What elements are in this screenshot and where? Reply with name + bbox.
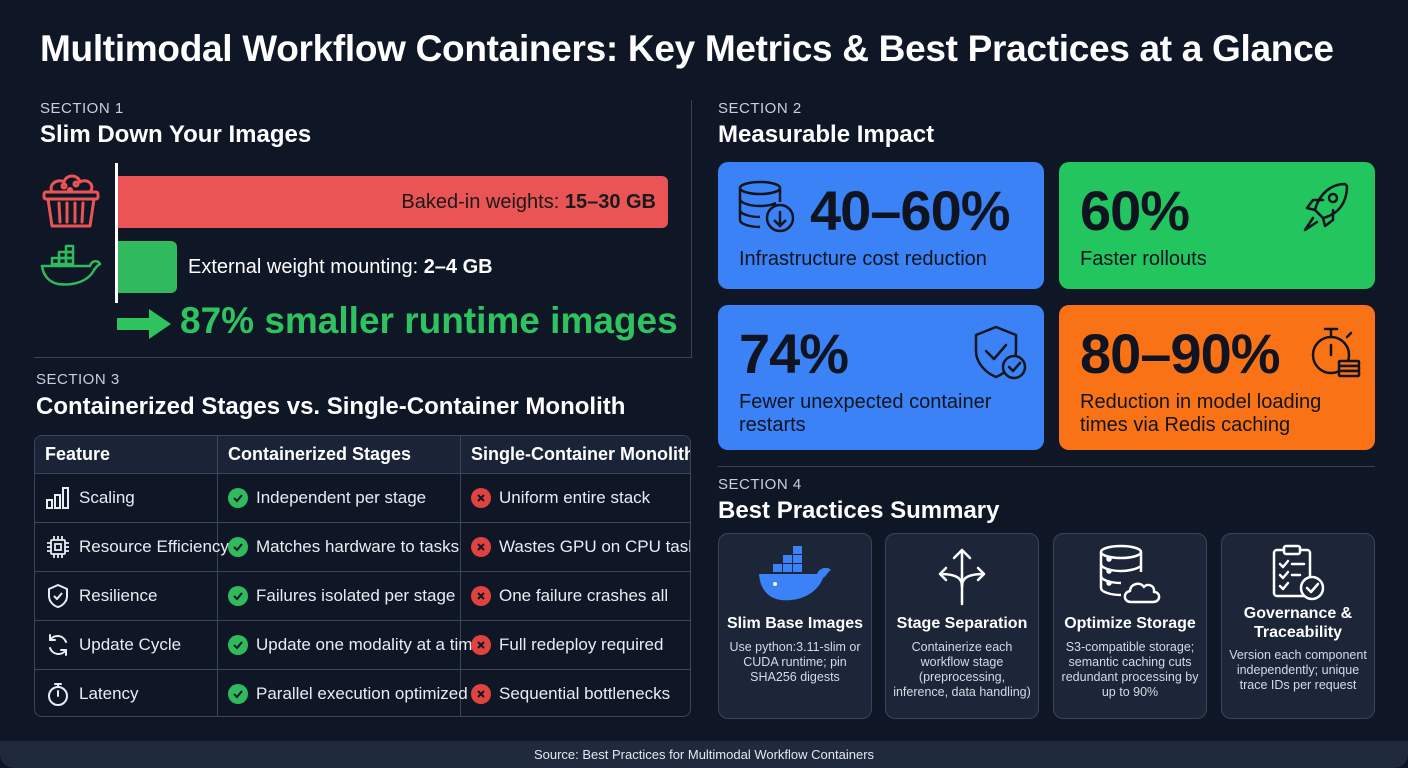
metric-value: 80–90% <box>1080 322 1281 385</box>
shield-check-icon <box>974 325 1027 380</box>
metric-desc: Infrastructure cost reduction <box>739 248 987 270</box>
stopwatch-stack-icon <box>1311 327 1361 378</box>
x-icon <box>471 684 491 704</box>
best-practice-text: Containerize each workflow stage (prepro… <box>893 640 1031 699</box>
section1-title: Slim Down Your Images <box>40 121 312 148</box>
containerized-value: Failures isolated per stage <box>256 586 456 605</box>
section4-label: SECTION 4 <box>718 476 802 493</box>
metric-desc: Faster rollouts <box>1080 248 1207 270</box>
best-practice-card: Slim Base Images Use python:3.11-slim or… <box>718 533 872 719</box>
x-icon <box>471 488 491 508</box>
monolith-value: Uniform entire stack <box>499 488 651 507</box>
monolith-value: Full redeploy required <box>499 635 664 654</box>
comparison-table: Feature Containerized Stages Single-Cont… <box>34 435 691 717</box>
metric-card-loading: 80–90% Reduction in model loading times … <box>1059 305 1375 450</box>
feature-label: Latency <box>79 684 139 703</box>
docker-whale-icon <box>759 546 831 601</box>
external-weights-text: External weight mounting: 2–4 GB <box>188 256 493 279</box>
feature-label: Resource Efficiency <box>79 537 229 556</box>
basket-icon <box>42 174 100 228</box>
metric-card-cost: 40–60% Infrastructure cost reduction <box>718 162 1044 289</box>
table-row: Resilience Failures isolated per stage O… <box>35 571 690 620</box>
table-row: Resource Efficiency Matches hardware to … <box>35 522 691 571</box>
vertical-divider <box>691 100 692 358</box>
bar-chart-icon <box>46 487 69 509</box>
stopwatch-icon <box>48 683 68 706</box>
feature-label: Scaling <box>79 488 135 507</box>
metric-value: 74% <box>739 322 849 385</box>
baked-weights-label: Baked-in weights: <box>401 190 565 213</box>
check-icon <box>228 488 248 508</box>
best-practice-text: S3-compatible storage; semantic caching … <box>1061 640 1199 699</box>
external-weights-label: External weight mounting: <box>188 256 424 278</box>
metric-card-rollouts: 60% Faster rollouts <box>1059 162 1375 289</box>
containerized-value: Independent per stage <box>256 488 427 507</box>
best-practice-card: Governance & Traceability Version each c… <box>1221 533 1375 719</box>
external-weights-value: 2–4 GB <box>423 256 493 278</box>
external-weights-bar <box>118 241 177 293</box>
table-row: Update Cycle Update one modality at a ti… <box>35 620 690 669</box>
x-icon <box>471 635 491 655</box>
metric-card-restarts: 74% Fewer unexpected container restarts <box>718 305 1044 450</box>
section1-divider <box>34 357 692 358</box>
section2-divider <box>718 466 1375 467</box>
database-download-icon <box>738 180 795 233</box>
x-icon <box>471 537 491 557</box>
section3-label: SECTION 3 <box>36 371 120 388</box>
shield-icon <box>48 584 68 608</box>
arrow-right-icon <box>117 309 171 339</box>
docker-whale-icon <box>40 244 102 286</box>
header-containerized: Containerized Stages <box>218 436 461 473</box>
metric-value: 40–60% <box>810 179 1011 242</box>
best-practice-text: Version each component independently; un… <box>1229 648 1367 692</box>
rocket-icon <box>1303 182 1349 232</box>
feature-label: Update Cycle <box>79 635 182 654</box>
baked-weights-value: 15–30 GB <box>564 190 656 213</box>
table-row: Latency Parallel execution optimized Seq… <box>35 669 690 716</box>
containerized-value: Update one modality at a time <box>256 635 482 654</box>
split-arrows-icon <box>938 548 986 606</box>
best-practice-title: Optimize Storage <box>1064 615 1196 632</box>
source-footer: Source: Best Practices for Multimodal Wo… <box>0 741 1408 768</box>
database-cloud-icon <box>1099 544 1161 604</box>
check-icon <box>228 635 248 655</box>
clipboard-check-icon <box>1272 544 1325 601</box>
chip-icon <box>47 536 69 558</box>
baked-weights-bar: Baked-in weights: 15–30 GB <box>118 176 668 228</box>
table-header-row: Feature Containerized Stages Single-Cont… <box>35 436 691 473</box>
table-row: Scaling Independent per stage Uniform en… <box>35 473 690 522</box>
feature-label: Resilience <box>79 586 158 605</box>
metric-desc: Reduction in model loading times via Red… <box>1080 391 1322 436</box>
containerized-value: Parallel execution optimized <box>256 684 468 703</box>
refresh-icon <box>49 634 67 656</box>
monolith-value: Sequential bottlenecks <box>499 684 671 703</box>
page-title: Multimodal Workflow Containers: Key Metr… <box>40 28 1334 69</box>
section3-title: Containerized Stages vs. Single-Containe… <box>36 393 626 420</box>
metric-value: 60% <box>1080 179 1190 242</box>
section1-label: SECTION 1 <box>40 100 124 117</box>
header-feature: Feature <box>35 436 218 473</box>
containerized-value: Matches hardware to tasks <box>256 537 460 556</box>
section4-title: Best Practices Summary <box>718 497 1000 524</box>
best-practice-title: Governance & Traceability <box>1243 605 1353 641</box>
best-practice-text: Use python:3.11-slim or CUDA runtime; pi… <box>729 640 861 684</box>
check-icon <box>228 537 248 557</box>
check-icon <box>228 586 248 606</box>
monolith-value: One failure crashes all <box>499 586 669 605</box>
metric-desc: Fewer unexpected container restarts <box>739 391 992 436</box>
bar-axis <box>115 163 118 303</box>
best-practice-card: Optimize Storage S3-compatible storage; … <box>1053 533 1207 719</box>
section2-title: Measurable Impact <box>718 121 935 148</box>
monolith-value: Wastes GPU on CPU tasks <box>499 537 691 556</box>
section2-label: SECTION 2 <box>718 100 802 117</box>
header-monolith: Single-Container Monolith <box>471 444 691 464</box>
best-practice-title: Stage Separation <box>896 615 1028 632</box>
best-practice-title: Slim Base Images <box>726 615 864 632</box>
best-practice-card: Stage Separation Containerize each workf… <box>885 533 1039 719</box>
smaller-images-result: 87% smaller runtime images <box>180 300 678 341</box>
x-icon <box>471 586 491 606</box>
check-icon <box>228 684 248 704</box>
